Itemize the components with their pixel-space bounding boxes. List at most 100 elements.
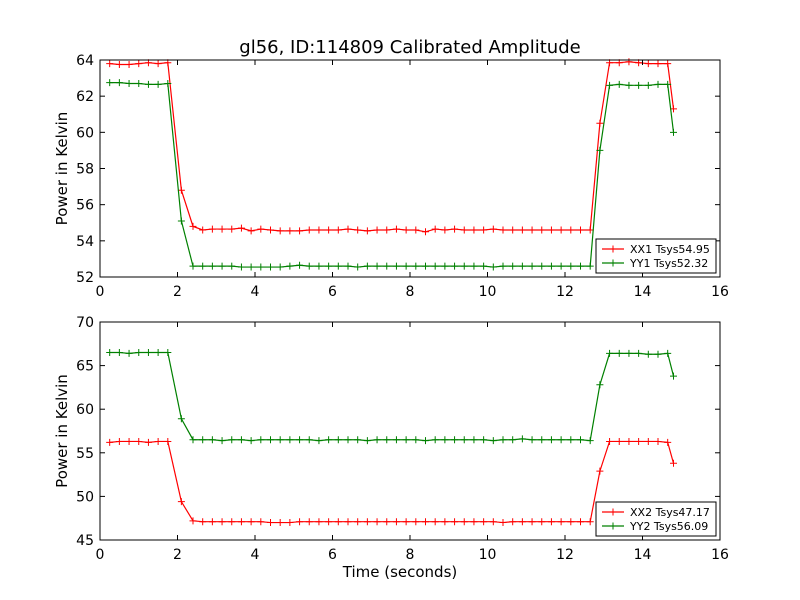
- y-tick-label: 45: [76, 533, 94, 549]
- data-point: [480, 518, 488, 526]
- data-point: [451, 518, 459, 526]
- data-point: [296, 261, 304, 269]
- x-tick-label: 0: [96, 547, 105, 563]
- data-point: [664, 60, 672, 68]
- data-point: [208, 518, 216, 526]
- data-point: [354, 226, 362, 234]
- data-point: [247, 227, 255, 235]
- data-point: [402, 436, 410, 444]
- data-point: [441, 226, 449, 234]
- y-tick-label: 54: [76, 234, 94, 250]
- data-point: [625, 349, 633, 357]
- data-point: [199, 262, 207, 270]
- data-point: [363, 518, 371, 526]
- x-tick-label: 8: [406, 547, 415, 563]
- data-point: [344, 436, 352, 444]
- data-point: [106, 438, 114, 446]
- data-point: [325, 518, 333, 526]
- data-point: [460, 518, 468, 526]
- data-point: [577, 518, 584, 526]
- data-point: [625, 81, 633, 89]
- data-point: [392, 518, 400, 526]
- data-point: [557, 518, 565, 526]
- data-point: [654, 437, 662, 445]
- data-point: [305, 262, 313, 270]
- y-tick-label: 62: [76, 89, 94, 105]
- data-point: [325, 262, 333, 270]
- data-point: [177, 498, 185, 506]
- data-point: [135, 80, 143, 88]
- data-point: [557, 436, 565, 444]
- data-point: [567, 262, 575, 270]
- data-point: [267, 519, 274, 527]
- data-point: [296, 227, 304, 235]
- data-point: [164, 80, 172, 88]
- data-point: [315, 518, 323, 526]
- data-point: [154, 80, 162, 88]
- data-point: [154, 437, 162, 445]
- data-point: [596, 146, 604, 154]
- data-point: [199, 518, 207, 526]
- data-point: [499, 519, 507, 527]
- data-point: [296, 436, 304, 444]
- data-point: [528, 518, 536, 526]
- x-tick-label: 8: [406, 284, 415, 300]
- data-point: [460, 262, 468, 270]
- data-point: [528, 226, 536, 234]
- data-point: [257, 263, 265, 271]
- data-point: [247, 437, 255, 445]
- y-tick-label: 52: [76, 270, 94, 286]
- data-point: [286, 227, 294, 235]
- data-point: [144, 349, 152, 357]
- data-point: [267, 226, 274, 234]
- data-point: [189, 517, 197, 525]
- data-point: [276, 263, 284, 271]
- data-point: [538, 262, 546, 270]
- data-point: [135, 60, 143, 68]
- data-point: [431, 436, 439, 444]
- data-point: [431, 518, 439, 526]
- data-point: [135, 349, 143, 357]
- data-point: [412, 262, 420, 270]
- data-point: [644, 60, 652, 68]
- x-tick-label: 12: [556, 547, 574, 563]
- x-tick-label: 2: [173, 547, 182, 563]
- x-tick-label: 4: [251, 547, 260, 563]
- legend-entry-1: XX2 Tsys47.17: [630, 506, 710, 519]
- data-point: [334, 436, 342, 444]
- data-point: [237, 263, 245, 271]
- data-point: [402, 518, 410, 526]
- data-point: [451, 225, 459, 233]
- data-point: [106, 349, 114, 357]
- data-point: [247, 518, 255, 526]
- data-point: [460, 436, 468, 444]
- data-point: [392, 225, 400, 233]
- data-point: [354, 263, 362, 271]
- data-point: [125, 437, 133, 445]
- data-point: [115, 437, 123, 445]
- y-axis-label: Power in Kelvin: [53, 374, 71, 488]
- data-point: [354, 518, 362, 526]
- data-point: [577, 226, 584, 234]
- data-point: [276, 519, 284, 527]
- data-point: [115, 79, 123, 87]
- y-axis-label: Power in Kelvin: [53, 112, 71, 226]
- data-point: [538, 436, 546, 444]
- data-point: [547, 436, 555, 444]
- data-point: [354, 436, 362, 444]
- data-point: [451, 436, 459, 444]
- data-point: [654, 80, 662, 88]
- data-point: [144, 438, 152, 446]
- data-point: [267, 436, 274, 444]
- data-point: [363, 437, 371, 445]
- data-point: [218, 437, 226, 445]
- data-point: [547, 518, 555, 526]
- data-point: [431, 262, 439, 270]
- data-point: [237, 224, 245, 232]
- data-point: [237, 518, 245, 526]
- data-point: [218, 518, 226, 526]
- data-point: [528, 262, 536, 270]
- data-point: [208, 436, 216, 444]
